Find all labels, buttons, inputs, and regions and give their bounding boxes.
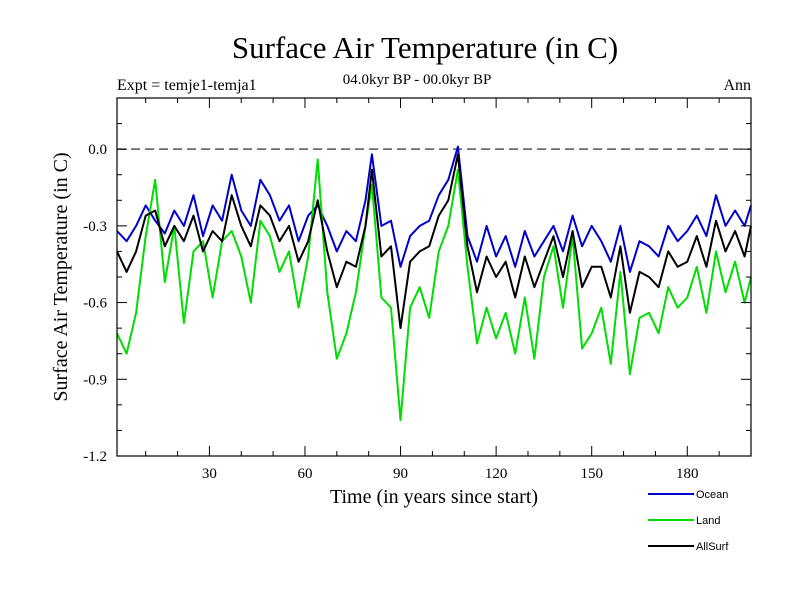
y-tick-labels: -1.2 -0.9 -0.6 -0.3 0.0: [83, 142, 107, 465]
x-tick-label: 90: [393, 466, 408, 482]
legend-label-land: Land: [696, 515, 720, 527]
season-label: Ann: [723, 77, 751, 94]
y-tick-label: -1.2: [83, 449, 107, 465]
experiment-label: Expt = temje1-temja1: [117, 77, 257, 94]
x-tick-label: 120: [485, 466, 508, 482]
tick-layer: [117, 97, 751, 457]
y-tick-label: -0.6: [83, 296, 107, 312]
x-axis-label: Time (in years since start): [330, 486, 538, 508]
series-layer: [116, 145, 752, 422]
chart-title: Surface Air Temperature (in C): [232, 30, 618, 65]
x-tick-label: 180: [676, 466, 699, 482]
series-line-land: [116, 158, 752, 422]
x-tick-label: 60: [297, 466, 312, 482]
x-tick-labels: 30 60 90 120 150 180: [202, 466, 699, 482]
y-axis-label: Surface Air Temperature (in C): [50, 152, 72, 401]
x-tick-label: 150: [580, 466, 603, 482]
legend: Ocean Land AllSurf: [648, 489, 729, 553]
series-line-allsurf: [116, 153, 752, 330]
y-tick-label: -0.9: [83, 372, 107, 388]
legend-label-ocean: Ocean: [696, 489, 728, 501]
legend-label-allsurf: AllSurf: [696, 541, 729, 553]
x-tick-label: 30: [202, 466, 217, 482]
series-line-ocean: [116, 145, 752, 273]
y-tick-label: -0.3: [83, 219, 107, 235]
chart-subtitle: 04.0kyr BP - 00.0kyr BP: [343, 72, 492, 88]
y-tick-label: 0.0: [88, 142, 107, 158]
